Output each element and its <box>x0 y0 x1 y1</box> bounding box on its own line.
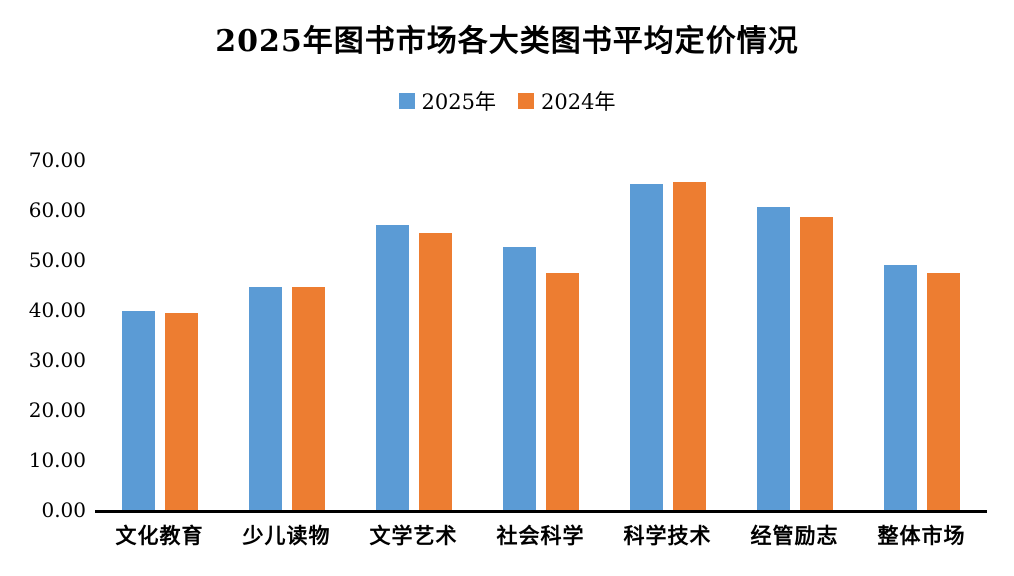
x-axis-line <box>95 510 987 513</box>
bar-s1-c6 <box>926 273 960 510</box>
bar-s0-c0 <box>121 311 155 510</box>
legend: 2025年 2024年 <box>0 86 1014 116</box>
y-axis-tick-label: 30.00 <box>28 348 86 372</box>
bar-s0-c3 <box>502 246 536 510</box>
bar-s0-c1 <box>248 286 282 510</box>
legend-item-2024: 2024年 <box>518 86 615 116</box>
y-axis-tick-label: 70.00 <box>28 148 86 172</box>
bar-s0-c2 <box>375 224 409 510</box>
y-axis-tick-label: 40.00 <box>28 298 86 322</box>
bar-s1-c1 <box>291 287 325 510</box>
bar-s0-c6 <box>883 265 917 510</box>
x-axis-category-label: 社会科学 <box>496 523 585 548</box>
legend-item-2025: 2025年 <box>398 86 496 116</box>
chart-title: 2025年图书市场各大类图书平均定价情况 <box>215 24 799 59</box>
y-axis-tick-label: 20.00 <box>28 398 86 422</box>
bar-s1-c0 <box>164 313 198 510</box>
bar-s0-c4 <box>629 183 663 510</box>
x-axis-category-label: 少儿读物 <box>242 523 331 548</box>
bar-s1-c5 <box>799 217 833 510</box>
y-axis-tick-label: 10.00 <box>28 448 86 472</box>
bar-s0-c5 <box>756 207 790 510</box>
bar-s1-c4 <box>672 181 706 510</box>
legend-label-2024: 2024年 <box>541 90 616 114</box>
x-axis-category-label: 文学艺术 <box>369 523 458 548</box>
x-axis-category-label: 经管励志 <box>750 523 839 548</box>
bar-s1-c3 <box>545 272 579 510</box>
y-axis-tick-label: 60.00 <box>28 198 86 222</box>
legend-label-2025: 2025年 <box>421 90 496 114</box>
x-axis-category-label: 整体市场 <box>877 523 966 548</box>
x-axis-category-label: 文化教育 <box>115 523 204 548</box>
y-axis-tick-label: 0.00 <box>41 498 86 522</box>
x-axis-category-label: 科学技术 <box>623 523 712 548</box>
legend-swatch-2025-icon <box>398 93 415 109</box>
bar-s1-c2 <box>418 232 452 510</box>
y-axis-tick-label: 50.00 <box>28 248 86 272</box>
legend-swatch-2024-icon <box>518 93 534 109</box>
